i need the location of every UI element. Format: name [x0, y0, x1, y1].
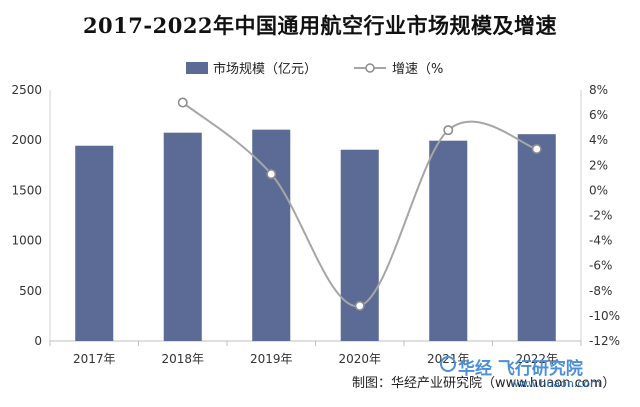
y-left-tick-label: 1000 — [11, 234, 42, 248]
y-right-tick-label: 4% — [589, 133, 608, 147]
y-right-tick-label: -4% — [589, 234, 612, 248]
bar — [340, 149, 379, 341]
growth-point — [266, 169, 277, 180]
chart-title: 2017-2022年中国通用航空行业市场规模及增速 — [82, 13, 558, 38]
watermark-url: www.huaon.com — [510, 377, 601, 390]
legend-line-label: 增速（% — [392, 62, 443, 77]
watermark-text: 华经 飞行研究院 — [458, 359, 583, 379]
x-tick-label: 2018年 — [161, 352, 204, 366]
y-left-tick-label: 500 — [19, 284, 42, 298]
legend-bar-label: 市场规模（亿元） — [213, 61, 317, 77]
legend-line-marker — [365, 63, 375, 73]
growth-line-group — [177, 97, 542, 311]
bar — [517, 134, 556, 341]
growth-point — [354, 300, 365, 311]
watermark-logo-icon — [440, 356, 456, 372]
labels-group: 0 500 1000 1500 2000 2500 -12% -10% -8% -6% -4% -2%… — [11, 83, 620, 366]
y-right-tick-label: -8% — [589, 284, 612, 298]
x-tick-label: 2017年 — [73, 352, 116, 366]
bar — [163, 132, 202, 341]
bar — [252, 129, 291, 341]
y-right-tick-label: 8% — [589, 83, 608, 97]
x-tick-label: 2020年 — [338, 352, 381, 366]
growth-point — [177, 97, 188, 108]
growth-point — [531, 143, 542, 154]
y-right-tick-label: 0% — [589, 183, 608, 197]
y-left-tick-label: 0 — [34, 334, 42, 348]
y-left-tick-label: 2500 — [11, 83, 42, 97]
y-right-tick-label: -12% — [589, 334, 620, 348]
bar — [429, 140, 468, 341]
legend-group: 市场规模（亿元） 增速（% — [186, 61, 443, 77]
x-tick-label: 2022年 — [515, 352, 558, 366]
axes-group — [49, 90, 582, 346]
watermark: 华经 飞行研究院 www.huaon.com — [440, 352, 636, 398]
legend-bar-swatch — [186, 62, 208, 74]
y-right-tick-label: 6% — [589, 108, 608, 122]
growth-point — [443, 125, 454, 136]
x-tick-label: 2019年 — [250, 352, 293, 366]
y-left-tick-label: 2000 — [11, 133, 42, 147]
footer-source: 制图：华经产业研究院（www.huaon.com） — [352, 376, 616, 391]
y-right-tick-label: -2% — [589, 209, 612, 223]
y-right-tick-label: -6% — [589, 259, 612, 273]
bar — [75, 145, 114, 341]
y-right-tick-label: -10% — [589, 309, 620, 323]
bars-group — [75, 129, 556, 341]
y-right-tick-label: 2% — [589, 158, 608, 172]
y-left-tick-label: 1500 — [11, 183, 42, 197]
